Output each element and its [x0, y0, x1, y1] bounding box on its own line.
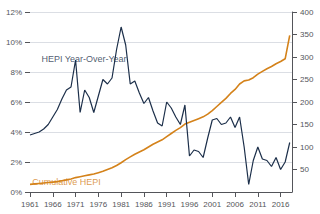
svg-text:2011: 2011 [249, 200, 267, 209]
svg-text:Cumulative HEPI: Cumulative HEPI [32, 177, 101, 187]
svg-text:200: 200 [300, 98, 314, 107]
svg-text:1986: 1986 [135, 200, 153, 209]
svg-text:1981: 1981 [112, 200, 130, 209]
svg-text:400: 400 [300, 8, 314, 17]
svg-text:0%: 0% [10, 188, 22, 197]
svg-text:2001: 2001 [203, 200, 221, 209]
svg-text:250: 250 [300, 75, 314, 84]
svg-text:350: 350 [300, 30, 314, 39]
svg-text:1961: 1961 [21, 200, 39, 209]
svg-text:150: 150 [300, 120, 314, 129]
svg-text:1971: 1971 [67, 200, 85, 209]
svg-text:1976: 1976 [89, 200, 107, 209]
svg-text:2006: 2006 [226, 200, 244, 209]
svg-text:1966: 1966 [44, 200, 62, 209]
svg-text:2016: 2016 [272, 200, 290, 209]
svg-text:2%: 2% [10, 158, 22, 167]
svg-text:4%: 4% [10, 128, 22, 137]
svg-text:50: 50 [300, 165, 309, 174]
svg-text:100: 100 [300, 143, 314, 152]
svg-text:12%: 12% [6, 8, 22, 17]
svg-text:HEPI Year-Over-Year: HEPI Year-Over-Year [41, 54, 126, 64]
svg-text:1996: 1996 [181, 200, 199, 209]
svg-text:8%: 8% [10, 68, 22, 77]
svg-text:1991: 1991 [158, 200, 176, 209]
svg-text:300: 300 [300, 53, 314, 62]
svg-text:10%: 10% [6, 38, 22, 47]
svg-text:6%: 6% [10, 98, 22, 107]
